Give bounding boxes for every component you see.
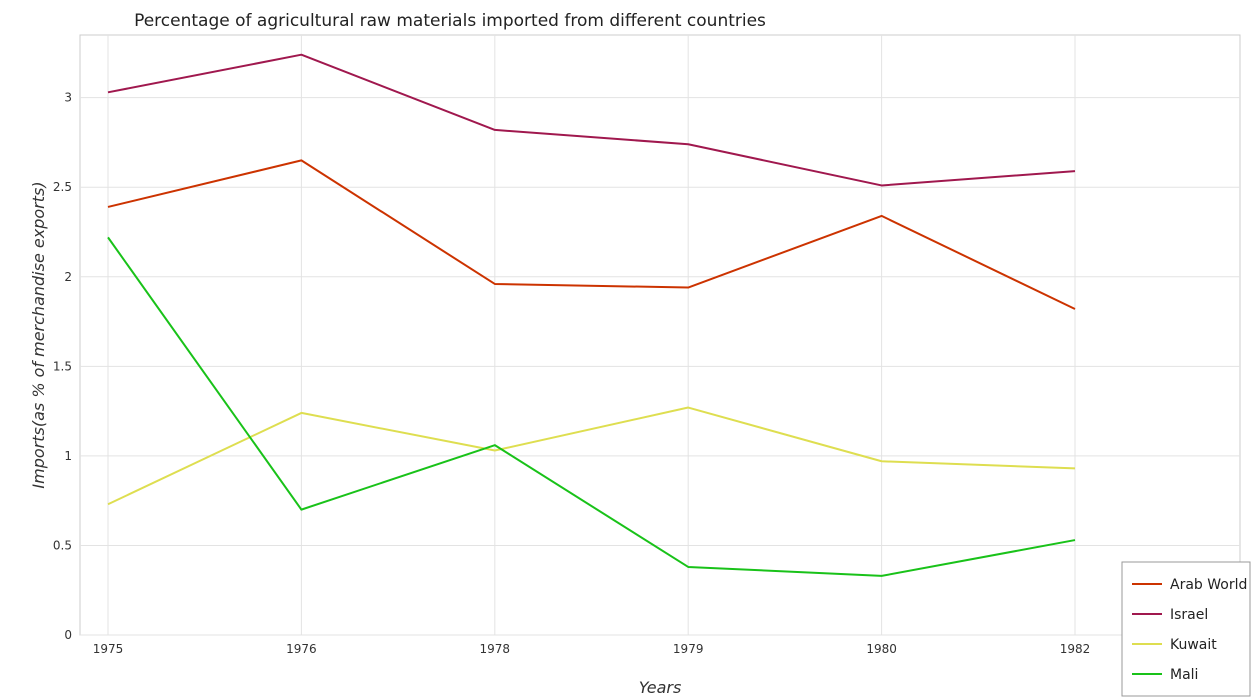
chart-title: Percentage of agricultural raw materials…	[134, 11, 766, 31]
y-tick-label: 0	[64, 628, 72, 642]
y-ticks: 0 0.5 1 1.5 2 2.5 3	[53, 91, 72, 642]
y-tick-label: 3	[64, 91, 72, 105]
y-tick-label: 1	[64, 449, 72, 463]
y-tick-label: 0.5	[53, 538, 72, 552]
series-line-kuwait	[107, 406, 1076, 506]
y-tick-label: 2.5	[53, 180, 72, 194]
x-tick-label: 1978	[480, 642, 511, 656]
legend-label-israel: Israel	[1170, 607, 1208, 623]
series-line-arab-world	[107, 159, 1076, 310]
grid	[80, 35, 1240, 636]
x-tick-label: 1982	[1060, 642, 1091, 656]
series-lines	[107, 53, 1076, 577]
y-tick-label: 1.5	[53, 359, 72, 373]
legend-label-mali: Mali	[1170, 667, 1198, 683]
x-tick-label: 1979	[673, 642, 704, 656]
series-line-israel	[107, 53, 1076, 187]
x-ticks: 1975 1976 1978 1979 1980 1982	[93, 642, 1091, 656]
legend-label-arab-world: Arab World	[1170, 577, 1247, 593]
plot-area	[79, 34, 1241, 636]
legend-label-kuwait: Kuwait	[1170, 637, 1217, 653]
x-tick-label: 1980	[866, 642, 897, 656]
x-tick-label: 1976	[286, 642, 317, 656]
y-axis-label: Imports(as % of merchandise exports)	[29, 181, 48, 488]
series-line-mali	[107, 236, 1076, 577]
x-axis-label: Years	[639, 678, 682, 697]
y-tick-label: 2	[64, 270, 72, 284]
x-tick-label: 1975	[93, 642, 124, 656]
legend: Arab World Israel Kuwait Mali	[1121, 561, 1251, 697]
